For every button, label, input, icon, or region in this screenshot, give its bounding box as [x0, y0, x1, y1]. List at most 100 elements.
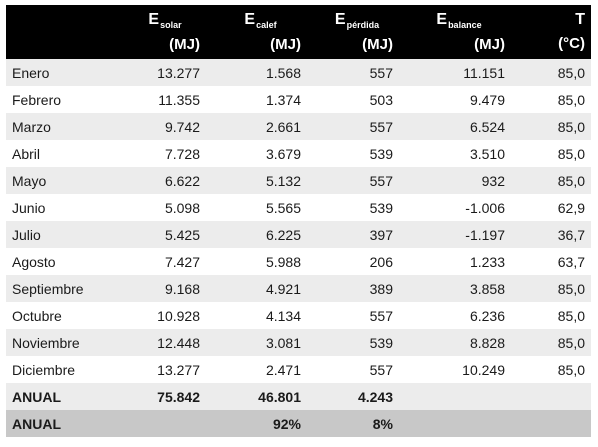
month-cell: Septiembre [12, 280, 84, 297]
perdida-cell: 557 [369, 118, 393, 135]
header-unit: (MJ) [362, 35, 393, 53]
balance-cell: -1.006 [465, 199, 505, 216]
perdida-cell: 539 [369, 334, 393, 351]
perdida-cell: 557 [369, 307, 393, 324]
solar-cell: 11.355 [158, 91, 200, 108]
month-cell: Julio [12, 226, 41, 243]
month-cell: Enero [12, 64, 50, 81]
solar-cell: 75.842 [157, 388, 200, 405]
table-row: Marzo 9.742 2.661 557 6.524 85,0 [6, 113, 591, 140]
header-subscript: balance [448, 19, 482, 30]
solar-cell: 7.427 [164, 253, 200, 270]
temperature-cell: 85,0 [557, 118, 585, 135]
header-cell-month [6, 5, 110, 59]
temperature-cell: 85,0 [557, 172, 585, 189]
header-subscript: solar [160, 19, 182, 30]
month-cell: Diciembre [12, 361, 76, 378]
perdida-cell: 8% [372, 415, 393, 432]
calef-cell: 1.374 [265, 91, 301, 108]
solar-cell: 6.622 [164, 172, 200, 189]
header-symbol: T [575, 11, 585, 28]
table-body: Enero 13.277 1.568 557 11.151 85,0 Febrero 11.3… [6, 59, 591, 437]
solar-cell: 13.277 [157, 64, 200, 81]
balance-cell: 6.524 [469, 118, 505, 135]
month-cell: Febrero [12, 91, 62, 108]
table-row: Noviembre 12.448 3.081 539 8.828 85,0 [6, 329, 591, 356]
temperature-cell: 85,0 [557, 280, 585, 297]
header-cell-temperature: T (°C) [505, 5, 591, 59]
calef-cell: 1.568 [265, 64, 301, 81]
table-row: Abril 7.728 3.679 539 3.510 85,0 [6, 140, 591, 167]
balance-cell: 10.249 [462, 361, 505, 378]
header-unit: (MJ) [169, 35, 200, 53]
table-row: Junio 5.098 5.565 539 -1.006 62,9 [6, 194, 591, 221]
balance-cell: 932 [481, 172, 505, 189]
table-row: Octubre 10.928 4.134 557 6.236 85,0 [6, 302, 591, 329]
perdida-cell: 397 [369, 226, 393, 243]
perdida-cell: 206 [369, 253, 393, 270]
calef-cell: 5.988 [265, 253, 301, 270]
month-cell: Octubre [12, 307, 62, 324]
table-row: Septiembre 9.168 4.921 389 3.858 85,0 [6, 275, 591, 302]
calef-cell: 4.921 [265, 280, 301, 297]
calef-cell: 3.081 [265, 334, 301, 351]
table-row: Febrero 11.355 1.374 503 9.479 85,0 [6, 86, 591, 113]
balance-cell: 3.510 [469, 145, 505, 162]
temperature-cell: 85,0 [557, 334, 585, 351]
table-row: Agosto 7.427 5.988 206 1.233 63,7 [6, 248, 591, 275]
solar-cell: 12.448 [157, 334, 200, 351]
total-row: ANUAL 75.842 46.801 4.243 [6, 383, 591, 410]
calef-cell: 3.679 [265, 145, 301, 162]
balance-cell: 8.828 [469, 334, 505, 351]
solar-cell: 9.742 [164, 118, 200, 135]
header-symbol: E [244, 10, 256, 28]
perdida-cell: 389 [369, 280, 393, 297]
month-cell: Abril [12, 145, 41, 162]
perdida-cell: 557 [369, 172, 393, 189]
header-subscript: pérdida [346, 19, 380, 30]
calef-cell: 5.132 [265, 172, 301, 189]
calef-cell: 4.134 [265, 307, 301, 324]
solar-cell: 9.168 [164, 280, 200, 297]
balance-cell: 11.151 [463, 64, 505, 81]
temperature-cell: 36,7 [557, 226, 585, 243]
calef-cell: 46.801 [258, 388, 301, 405]
temperature-cell: 85,0 [557, 91, 585, 108]
temperature-cell: 63,7 [557, 253, 585, 270]
month-cell: Agosto [12, 253, 56, 270]
perdida-cell: 4.243 [357, 388, 393, 405]
perdida-cell: 557 [369, 361, 393, 378]
calef-cell: 5.565 [265, 199, 301, 216]
header-symbol: E [148, 10, 160, 28]
percentage-row: ANUAL 92% 8% [6, 410, 591, 437]
solar-cell: 10.928 [157, 307, 200, 324]
solar-cell: 5.425 [164, 226, 200, 243]
perdida-cell: 539 [369, 145, 393, 162]
header-unit: (MJ) [474, 35, 505, 53]
calef-cell: 2.661 [265, 118, 301, 135]
table-row: Diciembre 13.277 2.471 557 10.249 85,0 [6, 356, 591, 383]
calef-cell: 6.225 [265, 226, 301, 243]
temperature-cell: 85,0 [557, 307, 585, 324]
header-symbol: E [334, 10, 346, 28]
balance-cell: -1.197 [465, 226, 505, 243]
header-unit: (MJ) [270, 35, 301, 53]
balance-cell: 6.236 [469, 307, 505, 324]
solar-cell: 5.098 [164, 199, 200, 216]
calef-cell: 92% [272, 415, 301, 432]
balance-cell: 1.233 [469, 253, 505, 270]
solar-cell: 7.728 [164, 145, 200, 162]
solar-cell: 13.277 [157, 361, 200, 378]
month-cell: ANUAL [12, 415, 61, 432]
header-subscript: calef [256, 19, 277, 30]
header-symbol: E [436, 10, 448, 28]
header-unit: (°C) [558, 35, 585, 52]
month-cell: Noviembre [12, 334, 80, 351]
temperature-cell: 85,0 [557, 361, 585, 378]
